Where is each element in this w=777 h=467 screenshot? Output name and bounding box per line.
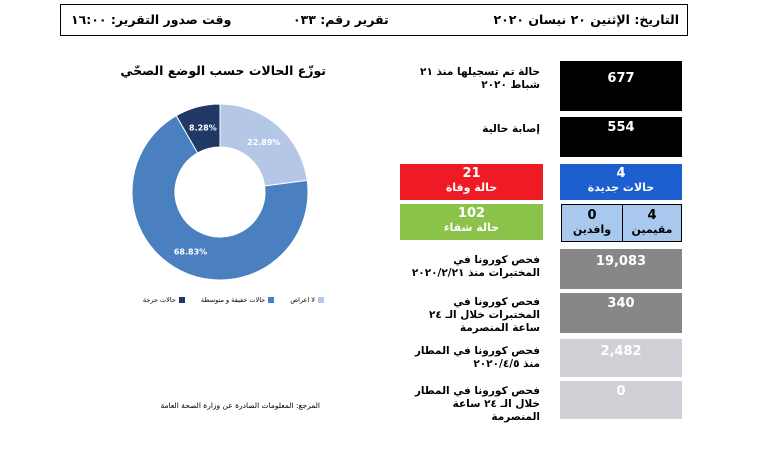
report-header: التاريخ: الإثنين ٢٠ نيسان ٢٠٢٠ تقرير رقم… [60, 4, 688, 36]
legend-swatch-mild [268, 297, 275, 303]
deaths-label: حالة وفاة [445, 181, 498, 194]
deaths-box: 21 حالة وفاة [400, 164, 543, 200]
legend-label-critical: حالات حرجة [142, 296, 176, 304]
arrivals-label: وافدين [572, 223, 612, 236]
issue-time: وقت صدور التقرير: ١٦:٠٠ [71, 12, 232, 27]
residents-label: مقيمين [631, 223, 673, 236]
lab-24h-value: 340 [560, 293, 682, 333]
recovered-box: 102 حالة شفاء [400, 204, 543, 240]
registered-value: 677 [560, 61, 682, 111]
report-date: التاريخ: الإثنين ٢٠ نيسان ٢٠٢٠ [493, 12, 679, 27]
legend-label-no-symptoms: لا اعراض [290, 296, 315, 304]
source-note: المرجع: المعلومات الصادرة عن وزارة الصحة… [160, 401, 320, 410]
legend-label-mild: حالات خفيفة و متوسطة [200, 296, 266, 304]
lab-total-value: 19,083 [560, 249, 682, 289]
slice-mild [131, 114, 309, 281]
new-cases-box: 4 حالات جديدة [560, 164, 682, 200]
airport-total-label: فحص كورونا في المطار منذ ٢٠٢٠/٤/٥ [414, 345, 540, 370]
registered-label: حالة تم تسجيلها منذ ٢١ شباط ٢٠٢٠ [420, 66, 540, 91]
new-cases-value: 4 [616, 166, 626, 181]
residents-value: 4 [647, 208, 657, 223]
current-value: 554 [560, 117, 682, 157]
legend-swatch-critical [178, 297, 185, 303]
residents-box: 4 مقيمين [622, 204, 682, 242]
airport-total-value: 2,482 [560, 339, 682, 377]
recovered-label: حالة شفاء [443, 221, 500, 234]
legend-item-critical: حالات حرجة [143, 296, 185, 304]
donut-chart: 22.89% 68.83% 8.28% [131, 103, 309, 281]
current-label: إصابة حالية [482, 123, 540, 135]
new-cases-label: حالات جديدة [587, 181, 655, 194]
slice-no-symptoms [219, 103, 308, 187]
recovered-value: 102 [457, 206, 486, 221]
slice-critical [175, 103, 221, 154]
legend-item-no-symptoms: لا اعراض [290, 296, 324, 304]
slice-label-critical: 8.28% [189, 124, 217, 133]
airport-24h-value: 0 [560, 381, 682, 419]
slice-label-no-symptoms: 22.89% [247, 138, 280, 147]
lab-24h-label: فحص كورونا في المختبرات خلال الـ ٢٤ ساعة… [429, 296, 540, 334]
report-number: تقرير رقم: ٠٣٣ [293, 12, 389, 27]
chart-title: توزّع الحالات حسب الوضع الصحّي [120, 63, 326, 78]
legend-swatch-no-symptoms [318, 297, 324, 303]
airport-24h-label: فحص كورونا في المطار خلال الـ ٢٤ ساعة ال… [414, 385, 540, 423]
slice-label-mild: 68.83% [174, 248, 207, 257]
arrivals-value: 0 [587, 208, 597, 223]
lab-total-label: فحص كورونا في المختبرات منذ ٢٠٢٠/٢/٢١ [411, 254, 540, 279]
deaths-value: 21 [462, 166, 481, 181]
legend-item-mild: حالات خفيفة و متوسطة [200, 296, 275, 304]
chart-legend: لا اعراض حالات خفيفة و متوسطة حالات حرجة [104, 296, 324, 304]
arrivals-box: 0 وافدين [561, 204, 622, 242]
